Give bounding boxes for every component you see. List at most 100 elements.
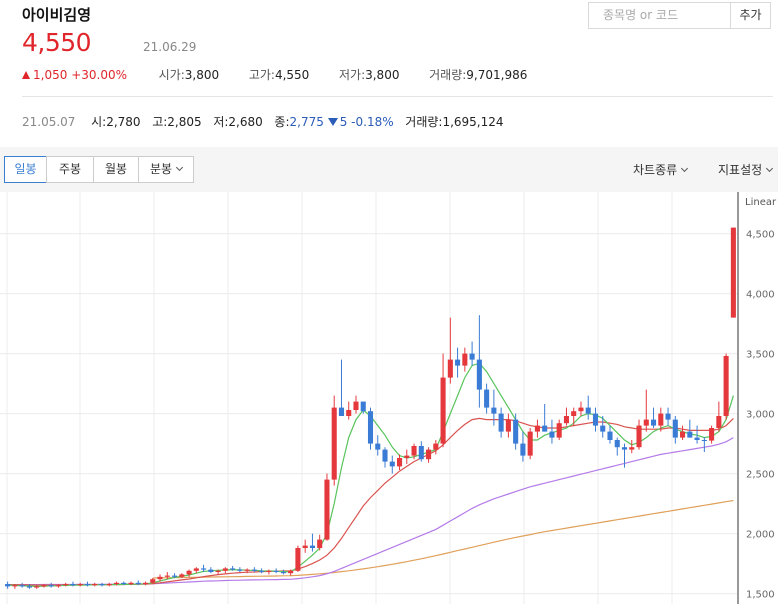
low-value: 3,800	[365, 68, 400, 82]
candle-body	[600, 425, 606, 432]
candle-body	[317, 539, 323, 548]
candle-body	[48, 585, 54, 587]
candle-body	[643, 419, 649, 426]
candle-body	[411, 446, 417, 456]
search-input[interactable]: 종목명 or 코드	[588, 2, 731, 29]
candle-body	[142, 582, 149, 584]
candle-body	[55, 585, 61, 587]
y-tick-label: 1,500	[746, 590, 775, 601]
candle-body	[636, 425, 642, 448]
candle-body	[5, 584, 11, 587]
candle-body	[302, 545, 308, 548]
hover-info: 21.05.07 시:2,780 고:2,805 저:2,680 종:2,775…	[22, 115, 504, 129]
hover-open: 2,780	[106, 115, 141, 129]
candle-body	[230, 568, 236, 570]
candle-body	[534, 425, 540, 432]
candle-body	[694, 437, 700, 440]
tab-daily[interactable]: 일봉	[4, 156, 47, 183]
candle-body	[491, 407, 497, 414]
candle-body	[614, 440, 620, 448]
candle-body	[92, 584, 98, 586]
candle-body	[244, 569, 250, 571]
y-tick-label: 4,500	[746, 230, 775, 241]
candle-body	[607, 431, 613, 440]
chevron-down-icon	[766, 164, 774, 173]
tab-minute[interactable]: 분봉	[138, 156, 194, 183]
candle-body	[208, 569, 214, 572]
candle-body	[19, 585, 25, 587]
candle-body	[309, 545, 315, 548]
candle-body	[687, 431, 693, 438]
candle-body	[723, 356, 729, 416]
candle-body	[70, 584, 76, 586]
candle-body	[186, 570, 192, 575]
candle-body	[280, 572, 286, 574]
candle-body	[193, 568, 199, 571]
ma5-line	[7, 362, 734, 588]
candle-body	[389, 461, 395, 467]
candle-body	[433, 443, 439, 450]
current-price: 4,550	[22, 28, 92, 57]
candle-body	[680, 431, 686, 438]
candle-body	[179, 574, 185, 577]
candle-body	[513, 419, 519, 444]
hover-high: 2,805	[167, 115, 202, 129]
hover-open-label: 시	[91, 115, 103, 129]
candle-body	[266, 570, 272, 572]
y-tick-label: 3,000	[746, 410, 775, 421]
hover-high-label: 고	[152, 115, 164, 129]
price-change: 1,050 +30.00%	[22, 68, 127, 82]
chart-type-menu[interactable]: 차트종류	[633, 161, 689, 178]
candle-body	[237, 569, 243, 571]
volume-label: 거래량	[429, 68, 463, 82]
add-button[interactable]: 추가	[731, 2, 771, 29]
candle-body	[259, 570, 265, 572]
hover-volume-label: 거래량	[405, 115, 439, 129]
open-label: 시가	[158, 68, 181, 82]
candle-body	[658, 413, 664, 426]
y-tick-label: 3,500	[746, 350, 775, 361]
candle-body	[542, 425, 548, 432]
candle-body	[63, 584, 69, 586]
candle-body	[295, 548, 301, 571]
candle-body	[375, 443, 381, 450]
candle-body	[498, 413, 504, 432]
high-value: 4,550	[274, 68, 310, 82]
candle-body	[462, 353, 468, 366]
candle-body	[621, 447, 628, 450]
candle-body	[650, 419, 657, 426]
candle-body	[331, 407, 337, 480]
high-label: 고가	[248, 68, 271, 82]
candle-body	[716, 416, 722, 428]
candle-body	[563, 416, 569, 424]
candle-body	[77, 584, 83, 586]
candle-body	[440, 377, 446, 444]
candle-body	[367, 411, 374, 444]
candlestick-chart[interactable]: 1,500 2,000 2,500 3,000 3,500 4,000 4,500 Linea…	[0, 192, 778, 604]
y-tick-label: 2,500	[746, 470, 775, 481]
candle-body	[99, 584, 105, 586]
candle-body	[338, 407, 345, 416]
candle-body	[571, 411, 577, 416]
indicator-menu[interactable]: 지표설정	[718, 161, 774, 178]
hover-change: 5 -0.18%	[327, 115, 394, 129]
y-tick-label: 2,000	[746, 530, 775, 541]
candle-body	[520, 443, 526, 456]
candle-body	[34, 586, 40, 588]
hover-close-label: 종	[274, 115, 286, 129]
chart-area[interactable]: 1,500 2,000 2,500 3,000 3,500 4,000 4,500 Linea…	[0, 192, 778, 604]
price-date: 21.06.29	[143, 40, 197, 54]
candle-body	[404, 455, 410, 458]
tab-weekly[interactable]: 주봉	[46, 156, 94, 183]
candle-body	[150, 579, 156, 583]
chevron-down-icon	[681, 164, 689, 173]
divider	[22, 96, 773, 97]
candle-body	[701, 440, 707, 441]
candle-body	[353, 401, 359, 410]
tab-monthly[interactable]: 월봉	[93, 156, 139, 183]
candle-body	[672, 419, 678, 438]
candle-body	[382, 449, 388, 462]
hover-low: 2,680	[228, 115, 263, 129]
candle-body	[556, 423, 562, 438]
candle-body	[113, 582, 120, 584]
